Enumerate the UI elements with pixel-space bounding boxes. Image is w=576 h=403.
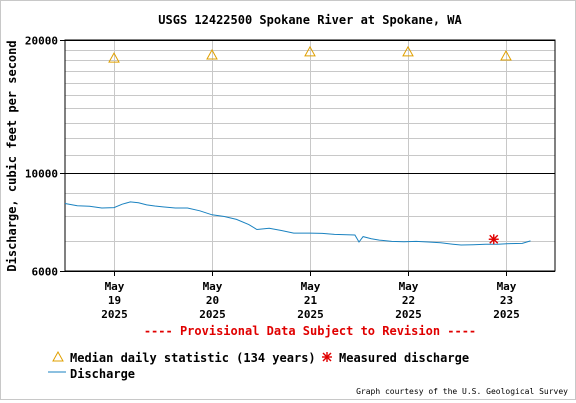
x-tick-label: 20 bbox=[206, 294, 219, 307]
x-tick-label: 2025 bbox=[395, 308, 422, 321]
median-point bbox=[402, 45, 414, 57]
x-axis-ticks: May192025May202025May212025May222025May2… bbox=[101, 271, 520, 321]
median-point bbox=[108, 52, 120, 63]
data-series bbox=[64, 45, 531, 246]
y-tick-label: 20000 bbox=[25, 35, 58, 48]
x-tick-label: May bbox=[203, 280, 223, 293]
x-tick-label: 21 bbox=[304, 294, 318, 307]
discharge-line bbox=[64, 201, 531, 246]
provisional-notice: ---- Provisional Data Subject to Revisio… bbox=[144, 324, 476, 338]
x-tick-label: May bbox=[105, 280, 125, 293]
legend-discharge-label: Discharge bbox=[70, 367, 135, 381]
x-tick-label: May bbox=[399, 280, 419, 293]
legend-measured-label: Measured discharge bbox=[339, 351, 469, 365]
y-axis-ticks: 6000 10000 20000 bbox=[25, 35, 555, 279]
x-tick-label: 2025 bbox=[493, 308, 520, 321]
x-tick-label: May bbox=[497, 280, 517, 293]
x-tick-label: 2025 bbox=[101, 308, 128, 321]
x-tick-label: 2025 bbox=[297, 308, 324, 321]
median-point bbox=[304, 45, 316, 57]
measured-point bbox=[488, 234, 499, 245]
y-axis-label: Discharge, cubic feet per second bbox=[5, 40, 19, 271]
legend: Median daily statistic (134 years) Measur… bbox=[48, 350, 469, 381]
x-tick-label: 19 bbox=[108, 294, 121, 307]
y-tick-label: 6000 bbox=[32, 266, 59, 279]
y-tick-label: 10000 bbox=[25, 168, 58, 181]
x-tick-label: 23 bbox=[500, 294, 513, 307]
gridlines bbox=[65, 40, 555, 271]
x-tick-label: 2025 bbox=[199, 308, 226, 321]
legend-asterisk-icon bbox=[322, 352, 332, 362]
legend-triangle-icon bbox=[52, 350, 64, 362]
median-point bbox=[206, 48, 218, 60]
legend-median-label: Median daily statistic (134 years) bbox=[70, 351, 316, 365]
median-point bbox=[500, 49, 512, 61]
x-tick-label: 22 bbox=[402, 294, 415, 307]
credit-text: Graph courtesy of the U.S. Geological Su… bbox=[356, 387, 568, 396]
x-tick-label: May bbox=[301, 280, 321, 293]
chart-title: USGS 12422500 Spokane River at Spokane, … bbox=[158, 13, 462, 27]
